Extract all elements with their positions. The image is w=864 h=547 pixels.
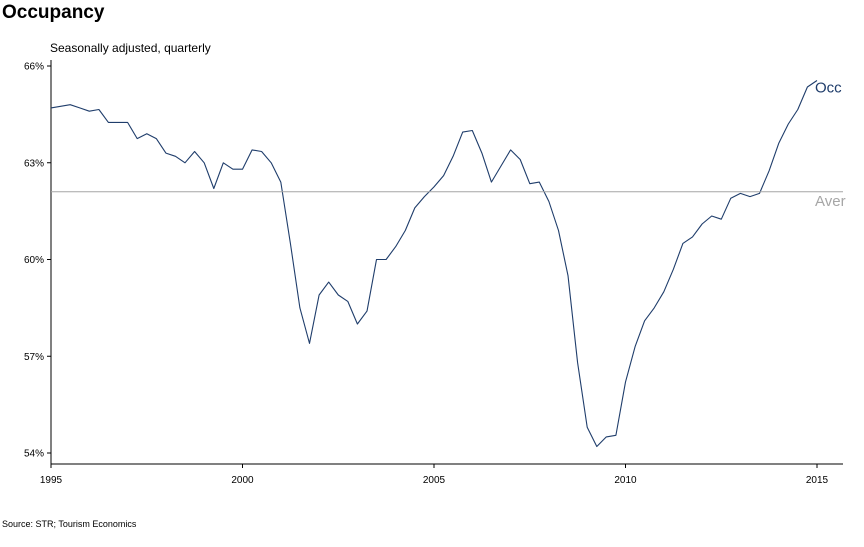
y-tick-label: 54% bbox=[24, 449, 44, 460]
x-tick-label: 2005 bbox=[423, 475, 446, 486]
series-occupancy-line bbox=[50, 80, 818, 448]
y-tick-label: 57% bbox=[24, 352, 44, 363]
x-tick-label: 2015 bbox=[806, 475, 829, 486]
x-tick-label: 1995 bbox=[40, 475, 63, 486]
chart-title: Occupancy bbox=[2, 2, 105, 23]
x-tick-label: 2000 bbox=[231, 475, 254, 486]
series-layer bbox=[50, 80, 843, 448]
chart-subtitle: Seasonally adjusted, quarterly bbox=[50, 41, 211, 55]
y-tick-label: 66% bbox=[24, 62, 44, 73]
y-axis-ticks: 54% 57% 60% 63% 66% bbox=[24, 62, 51, 460]
series-labels: Occ Aver bbox=[815, 80, 846, 210]
y-tick-label: 60% bbox=[24, 255, 44, 266]
series-label-occupancy: Occ bbox=[815, 80, 842, 97]
source-note: Source: STR; Tourism Economics bbox=[2, 519, 137, 529]
x-tick-label: 2010 bbox=[614, 475, 637, 486]
x-axis-ticks: 1995 2000 2005 2010 2015 bbox=[40, 464, 829, 486]
series-label-average: Aver bbox=[815, 193, 846, 210]
axes bbox=[50, 60, 843, 465]
y-tick-label: 63% bbox=[24, 158, 44, 169]
